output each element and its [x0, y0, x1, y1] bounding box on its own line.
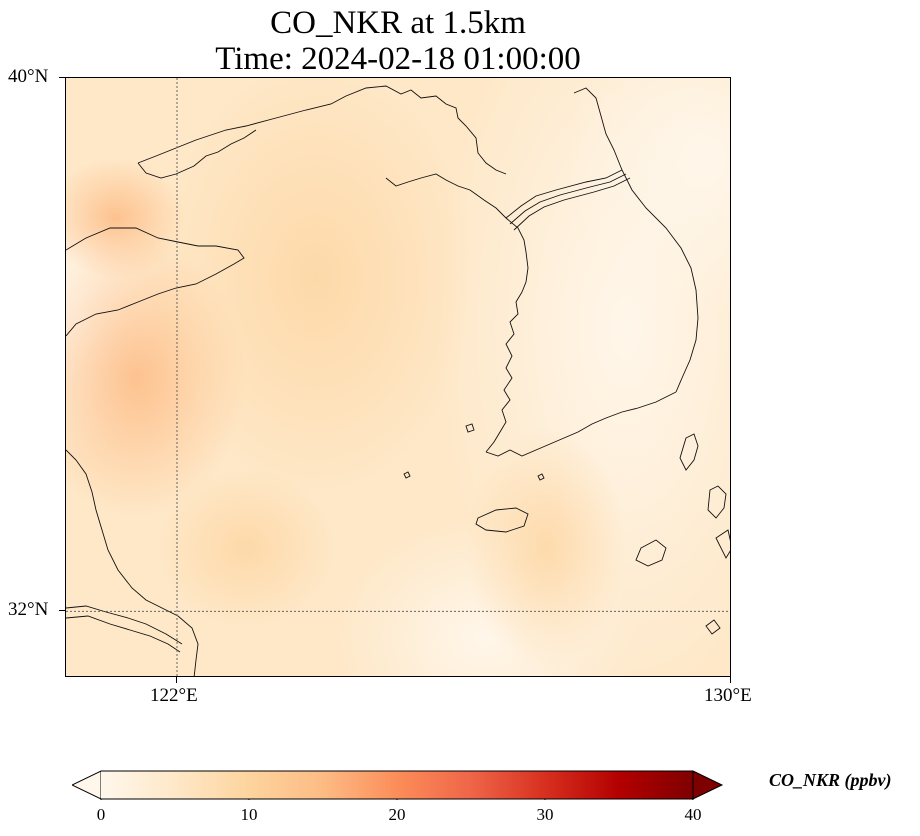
map-panel[interactable]: [65, 77, 731, 677]
colorbar-tick-label: 40: [684, 805, 702, 824]
tick-32n: [59, 610, 65, 612]
colorbar-tick-label: 20: [388, 805, 406, 824]
colorbar-tick-label: 0: [96, 805, 106, 824]
tick-122e: [176, 677, 177, 683]
gridlines: [66, 78, 730, 676]
map-canvas: [66, 78, 730, 676]
colorbar-max-extend: [692, 770, 724, 800]
colorbar-title: CO_NKR (ppbv): [769, 770, 892, 790]
lon-label-122e: 122°E: [150, 685, 198, 706]
lon-label-130e: 130°E: [704, 685, 752, 706]
tick-40n: [59, 77, 65, 78]
colorbar: [72, 770, 724, 800]
co-concentration-field: [66, 78, 730, 676]
coastlines: [66, 85, 730, 676]
map-title: CO_NKR at 1.5km: [270, 5, 526, 41]
lat-label-32n: 32°N: [8, 599, 49, 621]
colorbar-tick-label: 30: [536, 805, 554, 824]
colorbar-gradient: [101, 771, 693, 799]
colorbar-tick-label: 10: [240, 805, 258, 824]
tick-130e: [730, 677, 731, 683]
lat-label-40n: 40°N: [8, 66, 49, 87]
colorbar-min-extend: [72, 770, 102, 800]
map-subtitle-time: Time: 2024-02-18 01:00:00: [215, 41, 581, 77]
